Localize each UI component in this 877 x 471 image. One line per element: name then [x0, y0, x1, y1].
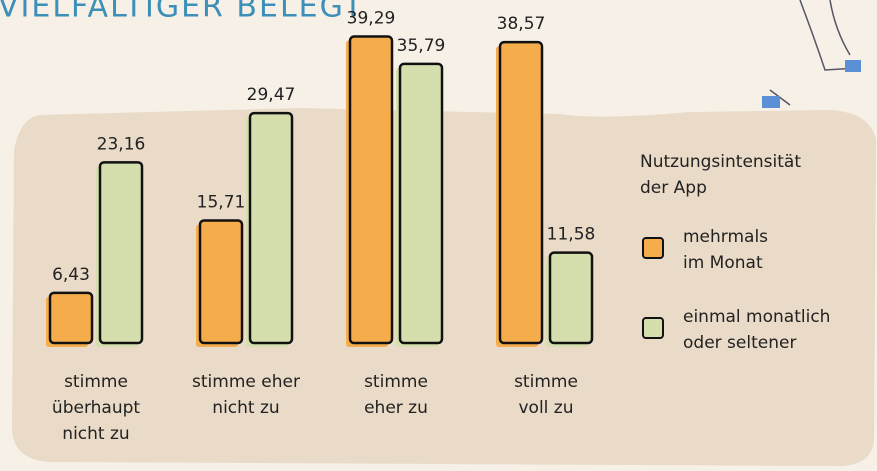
bar [198, 219, 244, 345]
illustration [769, 0, 859, 106]
x-tick-label: nicht zu [212, 398, 279, 418]
x-tick-label: überhaupt [52, 398, 140, 418]
bar [548, 251, 594, 345]
x-tick-label: eher zu [364, 398, 428, 418]
value-label: 39,29 [347, 9, 396, 29]
legend-label: im Monat [683, 253, 763, 273]
legend-swatch [642, 237, 664, 259]
x-tick-label: stimme [64, 372, 128, 392]
value-label: 11,58 [547, 225, 596, 245]
bar [248, 111, 294, 345]
x-tick-label: voll zu [518, 398, 573, 418]
value-label: 15,71 [197, 192, 246, 212]
x-tick-label: stimme [514, 372, 578, 392]
value-label: 23,16 [97, 134, 146, 154]
x-tick-label: stimme eher [192, 372, 300, 392]
legend-title: Nutzungsintensität [640, 152, 801, 172]
bar [48, 291, 94, 345]
value-label: 6,43 [52, 265, 90, 285]
legend-label: oder seltener [683, 333, 796, 353]
x-tick-label: stimme [364, 372, 428, 392]
bar [498, 40, 544, 345]
x-tick-label: nicht zu [62, 424, 129, 444]
legend-title: der App [640, 178, 707, 198]
bar [348, 35, 394, 345]
bar [398, 62, 444, 345]
value-label: 35,79 [397, 36, 446, 56]
value-label: 38,57 [497, 14, 546, 34]
background-blob [12, 108, 876, 466]
bar [98, 161, 144, 345]
legend-label: mehrmals [683, 227, 768, 247]
value-label: 29,47 [247, 85, 296, 105]
legend-swatch [642, 317, 664, 339]
chart-title: VIELFALTIGER BELEGT [0, 0, 364, 25]
illustration-shoe [762, 96, 780, 108]
legend-label: einmal monatlich [683, 307, 830, 327]
illustration-shoe [845, 60, 861, 72]
